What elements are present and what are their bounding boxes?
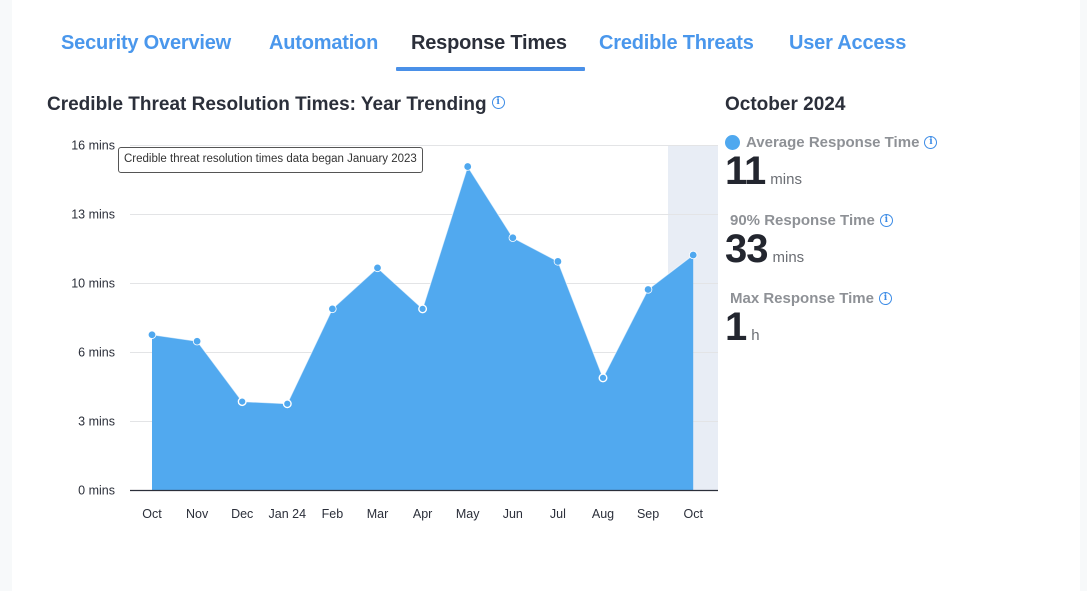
data-point[interactable] [689,250,698,260]
data-point[interactable] [508,233,517,242]
data-point[interactable] [598,373,608,383]
data-start-annotation: Credible threat resolution times data be… [118,147,423,173]
period-title: October 2024 [725,94,846,115]
metric-unit: h [751,327,760,344]
x-tick-label: Dec [231,507,253,521]
info-icon[interactable]: i [878,292,892,305]
y-tick-label: 0 mins [78,484,115,498]
x-tick-label: Sep [637,507,659,521]
metric-unit: mins [772,249,805,266]
y-tick-label: 13 mins [71,208,115,222]
x-tick-label: Nov [186,507,209,521]
metric-value: 11 [725,149,766,193]
data-point[interactable] [418,304,428,314]
metric-max: Max Response Time i [730,290,937,307]
metric-value: 33 [725,227,768,271]
data-point[interactable] [147,330,157,339]
tab-user-access[interactable]: User Access [789,32,907,54]
summary-panel: October 2024 Average Response Time i 11 … [725,94,938,350]
data-point[interactable] [328,304,337,314]
tab-security-overview[interactable]: Security Overview [61,32,232,54]
x-tick-label: Oct [683,507,703,521]
metric-label: Max Response Time [730,290,874,307]
metric-average: Average Response Time i 11 mins [725,134,938,194]
tab-credible-threats[interactable]: Credible Threats [599,32,754,54]
metric-value: 1 [725,305,747,349]
data-point[interactable] [553,257,563,266]
y-tick-label: 16 mins [71,139,115,153]
metric-unit: mins [770,171,802,188]
info-icon[interactable]: i [879,214,893,227]
data-point[interactable] [463,162,472,171]
metric-label: 90% Response Time [730,212,875,229]
active-tab-indicator [396,67,585,71]
x-tick-label: Jan 24 [269,507,307,521]
info-icon[interactable]: i [924,136,938,149]
data-points [147,162,698,409]
x-tick-label: Apr [413,507,432,521]
x-tick-label: Jul [550,507,566,521]
tab-response-times[interactable]: Response Times [411,32,567,54]
tab-automation[interactable]: Automation [269,32,379,54]
y-axis-labels: 0 mins 3 mins 6 mins 10 mins 13 mins 16 mins [71,139,115,498]
x-tick-label: May [456,507,480,521]
data-point[interactable] [192,337,202,346]
info-icon[interactable]: i [491,96,505,110]
y-tick-label: 10 mins [71,277,115,291]
y-tick-label: 6 mins [78,346,115,360]
x-tick-label: Feb [322,507,344,521]
data-point[interactable] [643,285,653,294]
metric-90th-percentile: 90% Response Time i [730,212,937,229]
data-point[interactable] [237,397,247,407]
metric-label: Average Response Time [746,134,920,151]
data-point[interactable] [373,263,382,273]
y-tick-label: 3 mins [78,415,115,429]
x-axis-labels: Oct Nov Dec Jan 24 Feb Mar Apr May Jun Jul Aug Sep O… [142,507,703,521]
x-tick-label: Aug [592,507,614,521]
chart-title-text: Credible Threat Resolution Times: Year T… [47,94,487,115]
legend-dot-icon [725,135,740,150]
x-tick-label: Oct [142,507,162,521]
chart-title: Credible Threat Resolution Times: Year T… [47,94,505,116]
x-tick-label: Mar [367,507,389,521]
data-point[interactable] [282,399,292,409]
area-fill [152,166,694,490]
x-tick-label: Jun [503,507,523,521]
